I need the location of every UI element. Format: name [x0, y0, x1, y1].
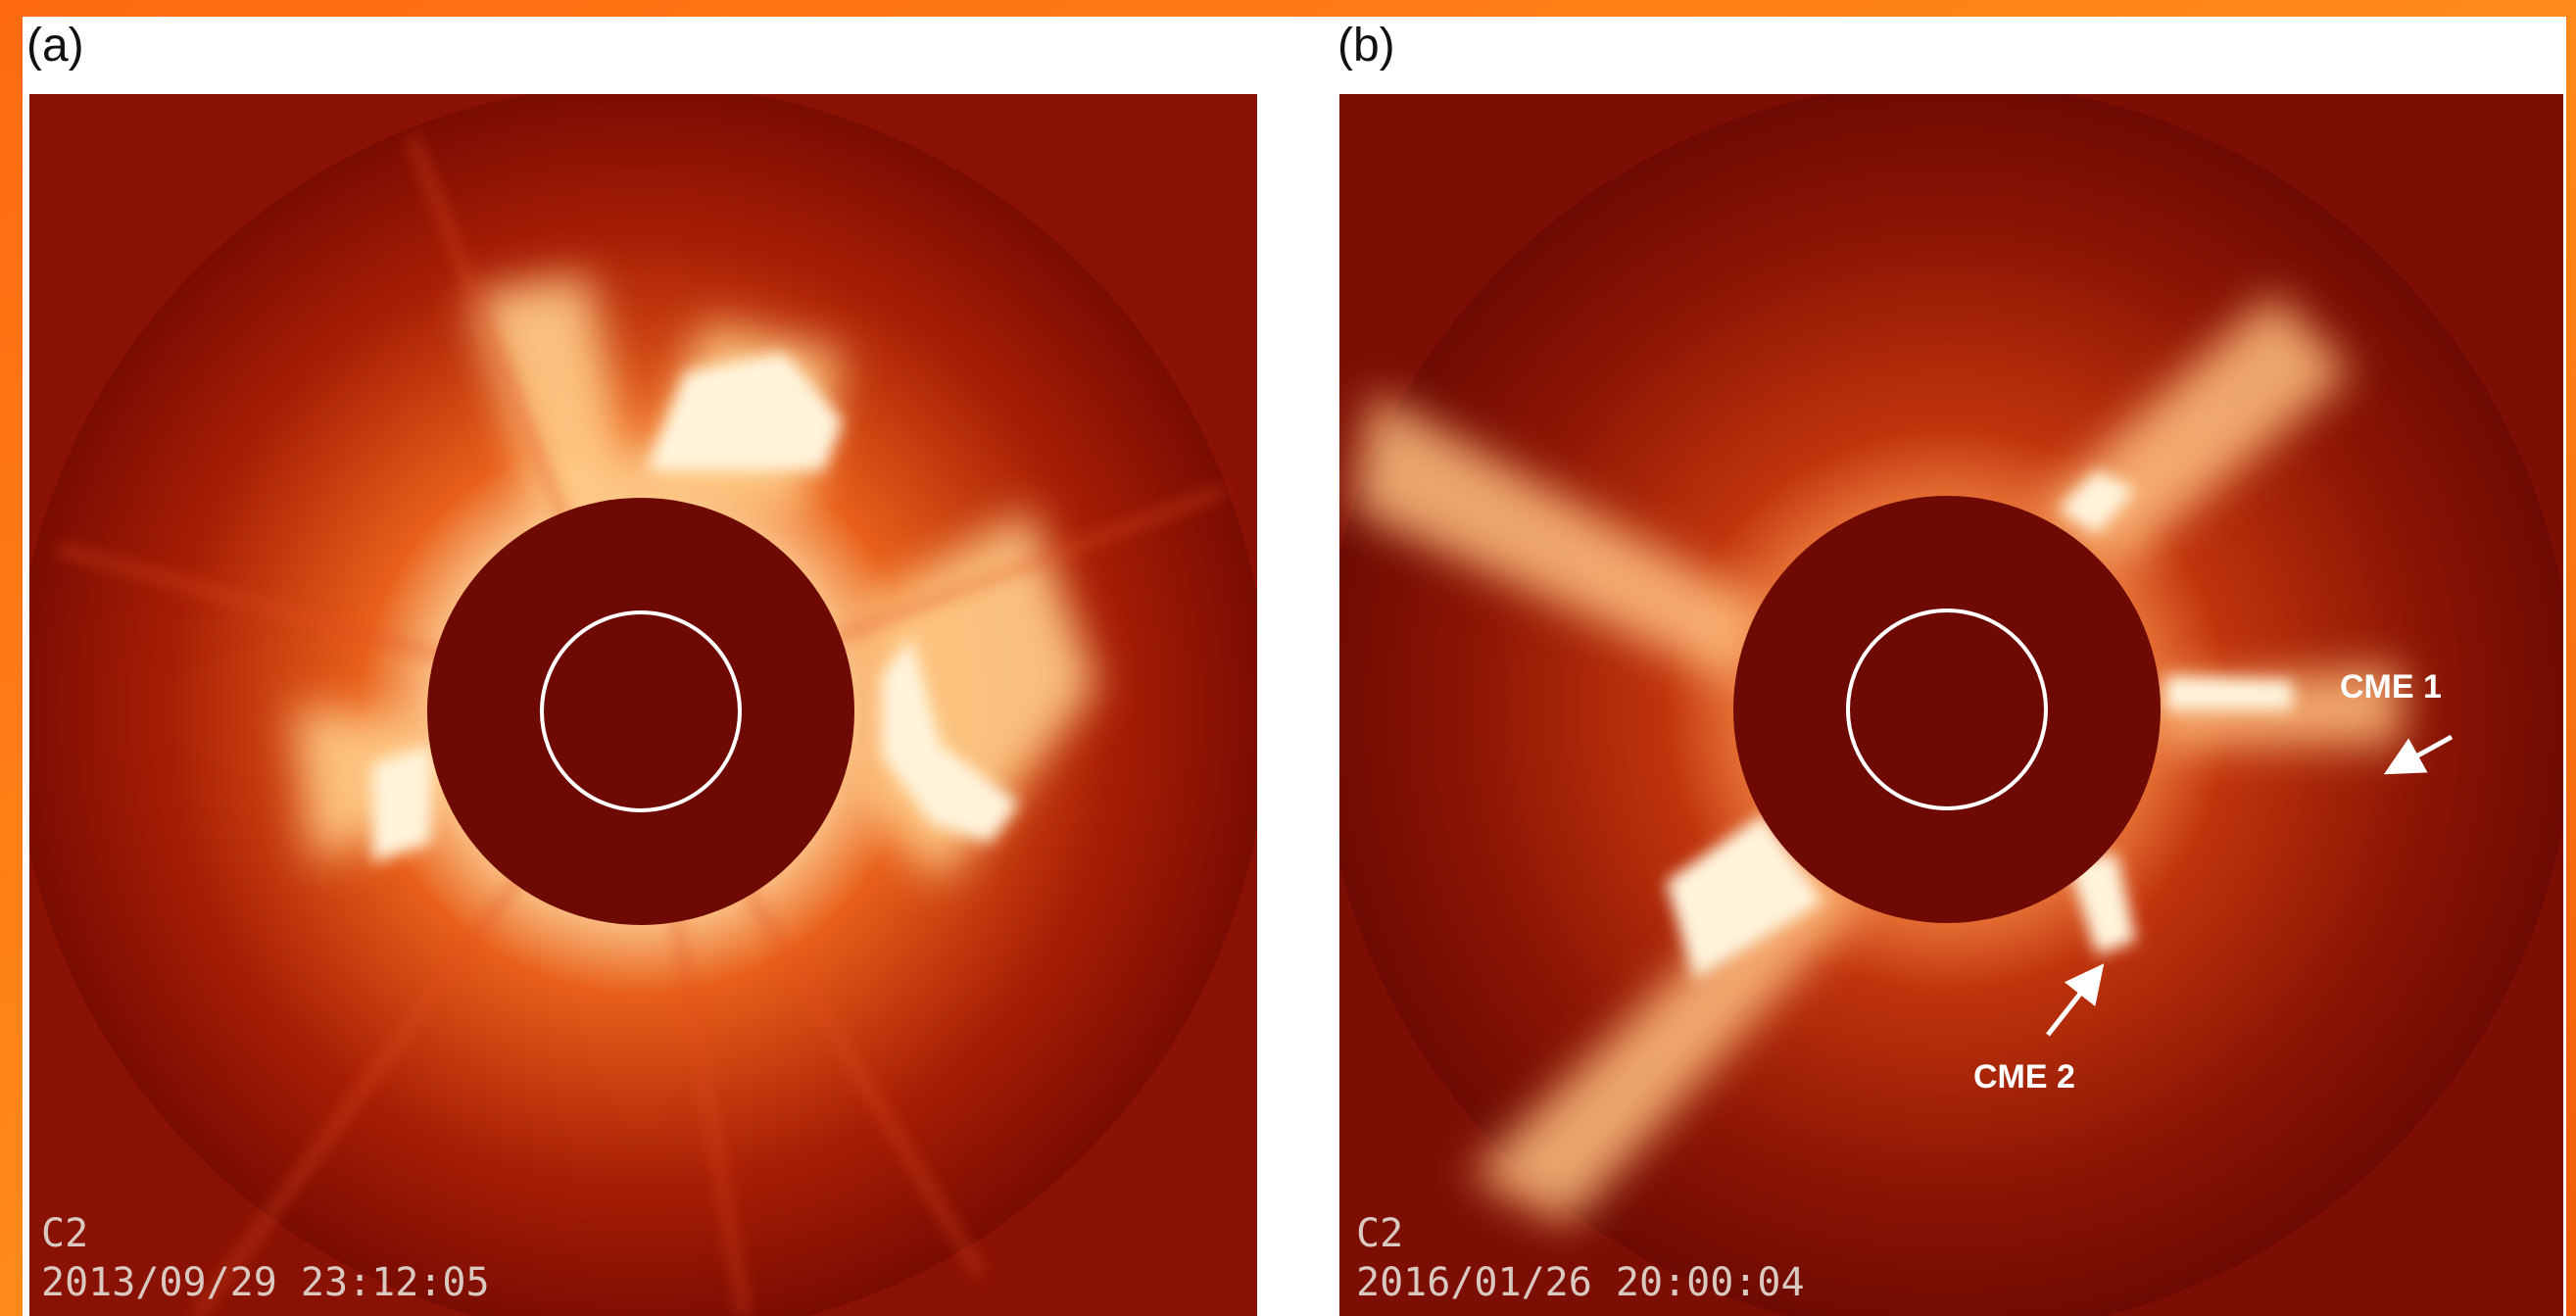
instrument-label: C2 [1356, 1211, 1403, 1256]
figure: (a) C2 2013/09/29 23:12:05 (b) [0, 0, 2576, 1316]
timestamp: 2013/09/29 23:12:05 [41, 1260, 490, 1305]
annotation: CME 1 [2340, 668, 2442, 706]
annotation: CME 2 [1973, 1058, 2075, 1096]
timestamp: 2016/01/26 20:00:04 [1356, 1260, 1805, 1305]
instrument-label: C2 [41, 1211, 88, 1256]
panel-label: (a) [26, 20, 84, 72]
coronagraph-image [14, 84, 1268, 1316]
panel-label: (b) [1337, 20, 1395, 72]
